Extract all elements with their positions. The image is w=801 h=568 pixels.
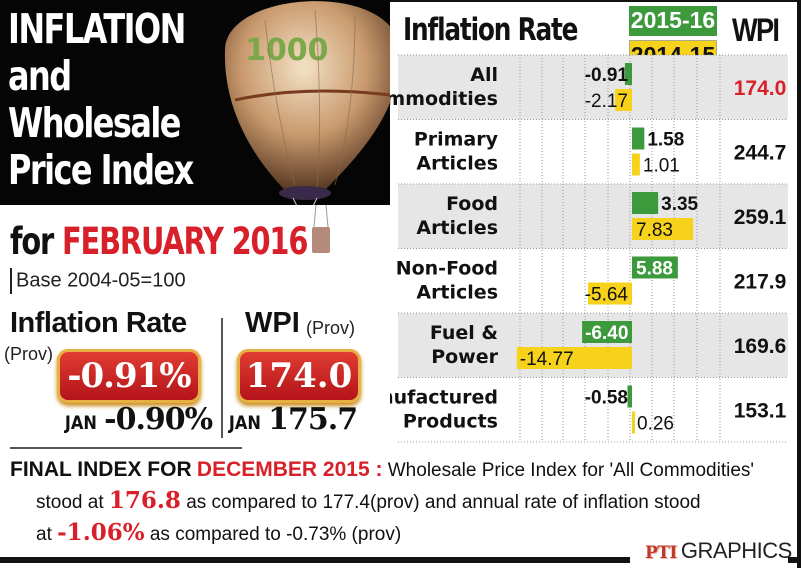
inflation-value-badge: -0.91% [60, 352, 198, 400]
wpi-prov-label: (Prov) [306, 318, 355, 338]
footer-line-1: Wholesale Price Index for 'All Commoditi… [387, 460, 755, 481]
wpi-label-text: WPI [245, 307, 300, 339]
footer-heading-period: DECEMBER 2015 : [196, 458, 383, 481]
main-title: INFLATION and Wholesale Price Index [8, 5, 194, 194]
for-prefix: for [10, 220, 54, 263]
wpi-label: WPI [245, 307, 300, 340]
bar-value-label: 3.35 [661, 194, 698, 215]
title-line: and [8, 52, 72, 100]
bar-value-label: 5.88 [636, 259, 673, 280]
summary-divider [221, 318, 223, 438]
bar-value-label: -5.64 [585, 285, 629, 306]
credit: PTI GRAPHICS [645, 538, 792, 564]
bar-2015-16 [582, 321, 632, 343]
bar-2014-15 [632, 153, 640, 176]
category-label: Articles [416, 217, 498, 239]
title-line: Price Index [8, 146, 194, 194]
bar-value-label: 1.58 [647, 130, 684, 151]
wpi-value: 174.0 [734, 77, 787, 100]
jan-label: JAN [228, 412, 261, 434]
category-label: Fuel & [430, 322, 498, 344]
title-line: Wholesale [8, 99, 181, 147]
chart-title: Inflation Rate [403, 12, 578, 48]
bar-2015-16 [624, 63, 632, 85]
bar-value-label: 7.83 [636, 220, 673, 241]
category-label: Manufactured [390, 387, 498, 409]
wpi-jan: JAN 175.7 [226, 402, 358, 437]
bar-value-label: 1.01 [643, 156, 680, 177]
bar-value-label: -6.40 [585, 323, 628, 344]
category-label: Power [431, 346, 498, 368]
bar-value-label: -14.77 [520, 349, 574, 370]
currency-balloon-illustration: 1000 [224, 1, 390, 205]
bar-2014-15 [588, 282, 632, 305]
wpi-column-header: WPI [732, 12, 780, 48]
inflation-bar-chart: AllCommodities174.0-0.91-2.17PrimaryArti… [390, 54, 788, 443]
footer-heading: FINAL INDEX FOR [10, 458, 192, 481]
footer-text: as compared to 177.4(prov) and annual ra… [186, 492, 701, 513]
pti-logo: PTI [645, 543, 677, 563]
final-inflation-value: -1.06% [57, 519, 145, 546]
bar-2015-16 [632, 192, 659, 214]
left-rule [10, 447, 242, 449]
bar-value-label: -2.17 [585, 91, 628, 112]
category-label: Articles [416, 282, 498, 304]
bar-value-label: 0.26 [637, 414, 674, 435]
period-heading: for FEBRUARY 2016 [10, 220, 308, 263]
final-index-note: FINAL INDEX FOR DECEMBER 2015 : Wholesal… [10, 455, 790, 550]
base-year-note: Base 2004-05=100 [10, 268, 186, 294]
bar-2014-15 [615, 89, 632, 111]
category-label: All [470, 64, 498, 86]
wpi-value: 244.7 [734, 142, 787, 165]
category-label: Food [446, 193, 498, 215]
period-value: FEBRUARY 2016 [61, 220, 308, 263]
jan-inflation-value: -0.90% [104, 402, 213, 437]
hero-panel: INFLATION and Wholesale Price Index 1000 [0, 0, 390, 205]
wpi-value-badge: 174.0 [240, 352, 358, 400]
wpi-value: 153.1 [734, 400, 787, 423]
inflation-prov-label: (Prov) [4, 344, 53, 364]
bottom-rule-end [788, 557, 801, 563]
balloon-basket-icon [312, 205, 330, 253]
row-shade [398, 184, 788, 249]
bottom-rule [0, 557, 630, 563]
category-label: Primary [414, 129, 499, 151]
bar-value-label: -0.91 [585, 65, 629, 86]
credit-text: GRAPHICS [680, 538, 792, 563]
category-label: Commodities [390, 88, 498, 110]
category-label: Articles [416, 153, 498, 175]
footer-text: at [36, 524, 52, 545]
legend-2015-16: 2015-16 [629, 6, 717, 36]
bar-2015-16 [632, 256, 678, 279]
bar-2014-15 [516, 347, 632, 369]
inflation-jan: JAN -0.90% [62, 402, 213, 437]
base-text: Base 2004-05=100 [16, 269, 186, 292]
wpi-value: 169.6 [734, 335, 787, 358]
row-shade [398, 55, 788, 120]
final-wpi-value: 176.8 [108, 487, 181, 514]
bar-2014-15 [632, 411, 635, 434]
category-label: Non-Food [396, 258, 498, 280]
bar-2015-16 [632, 127, 645, 150]
title-line: INFLATION [8, 5, 186, 53]
jan-label: JAN [64, 412, 97, 434]
bar-2014-15 [632, 218, 694, 240]
bar-2015-16 [627, 385, 632, 408]
category-label: Products [403, 411, 498, 433]
wpi-value: 217.9 [734, 271, 787, 294]
footer-text: stood at [36, 492, 104, 513]
jan-wpi-value: 175.7 [268, 402, 358, 437]
note-denomination-text: 1000 [245, 33, 329, 68]
bar-value-label: -0.58 [585, 388, 628, 409]
base-divider [10, 268, 12, 294]
wpi-value: 259.1 [734, 206, 787, 229]
footer-text: as compared to -0.73% (prov) [149, 524, 402, 545]
inflation-rate-label: Inflation Rate [10, 307, 187, 339]
